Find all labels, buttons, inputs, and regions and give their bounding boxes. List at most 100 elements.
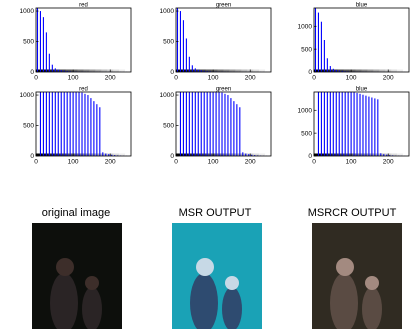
color-ramp-cell — [403, 69, 410, 72]
y-tick-label: 0 — [30, 69, 34, 76]
y-tick-label: 1000 — [160, 8, 175, 15]
color-ramp-cell — [53, 69, 61, 72]
color-ramp-cell — [125, 153, 132, 156]
x-tick-label: 200 — [105, 159, 116, 166]
color-ramp-cell — [259, 153, 266, 156]
color-ramp-cell — [113, 69, 120, 72]
color-ramp-cell — [181, 69, 189, 72]
color-ramp-cell — [53, 153, 61, 156]
color-ramp-cell — [314, 69, 321, 72]
color-ramp-cell — [325, 153, 333, 156]
color-ramp-cell — [205, 69, 213, 72]
x-tick-label: 0 — [34, 159, 38, 166]
original-child1-body — [50, 273, 78, 329]
color-ramp-cell — [89, 69, 96, 72]
y-tick-label: 0 — [170, 153, 174, 160]
x-tick-label: 200 — [245, 159, 256, 166]
original-child1-head — [56, 258, 74, 276]
color-ramp-cell — [331, 153, 339, 156]
histogram-bars — [176, 8, 271, 72]
original-image — [32, 223, 122, 329]
y-tick-label: 500 — [301, 130, 312, 137]
color-ramp-cell — [89, 153, 96, 156]
msrcr-child1-body — [330, 273, 358, 329]
msr-child1-head — [196, 258, 214, 276]
x-tick-label: 100 — [208, 159, 219, 166]
color-ramp-cell — [355, 69, 362, 72]
color-ramp-cell — [47, 69, 55, 72]
color-ramp-cell — [119, 153, 126, 156]
color-ramp-cell — [349, 153, 356, 156]
color-ramp-cell — [217, 153, 224, 156]
x-tick-label: 200 — [245, 75, 256, 82]
color-ramp-cell — [193, 153, 201, 156]
color-ramp-cell — [241, 69, 248, 72]
msr-output-image — [172, 223, 262, 329]
color-ramp-cell — [391, 69, 398, 72]
color-ramp-cell — [211, 153, 218, 156]
histogram-bars — [314, 8, 409, 72]
color-ramp-cell — [176, 69, 183, 72]
histogram-bars — [36, 92, 131, 156]
color-ramp-cell — [397, 69, 404, 72]
color-ramp-cell — [373, 153, 380, 156]
color-ramp-cell — [319, 153, 327, 156]
color-ramp-cell — [77, 153, 84, 156]
color-ramp-cell — [229, 69, 236, 72]
msr-child1-body — [190, 273, 218, 329]
histogram-panel-5: 0 500 1000 0 100 200 blue — [298, 87, 410, 166]
color-ramp-cell — [325, 69, 333, 72]
color-ramp-cell — [343, 69, 351, 72]
color-ramp-cell — [259, 69, 266, 72]
color-ramp-cell — [125, 69, 132, 72]
histogram-title: blue — [356, 3, 368, 9]
msrcr-child1-head — [336, 258, 354, 276]
histogram-bars — [36, 8, 131, 72]
msr-child2-body — [222, 287, 242, 329]
color-ramp-cell — [65, 153, 73, 156]
histogram-title: green — [216, 87, 231, 93]
histogram-title: red — [79, 87, 88, 93]
color-ramp-cell — [343, 153, 351, 156]
color-ramp-cell — [229, 153, 236, 156]
color-ramp-cell — [253, 153, 260, 156]
color-ramp-cell — [223, 153, 230, 156]
y-tick-label: 0 — [170, 69, 174, 76]
color-ramp-cell — [187, 153, 195, 156]
y-tick-label: 0 — [308, 69, 312, 76]
color-ramp-cell — [235, 153, 242, 156]
color-ramp-cell — [71, 69, 78, 72]
color-ramp-cell — [314, 153, 321, 156]
original-child2-body — [82, 287, 102, 329]
axes-frame — [35, 91, 132, 157]
color-ramp-cell — [83, 153, 90, 156]
color-ramp-cell — [41, 153, 49, 156]
color-ramp-cell — [403, 153, 410, 156]
x-tick-label: 200 — [383, 75, 394, 82]
color-ramp-cell — [265, 69, 272, 72]
x-tick-label: 100 — [346, 159, 357, 166]
x-tick-label: 0 — [312, 75, 316, 82]
color-ramp-cell — [391, 153, 398, 156]
histogram-title: red — [79, 3, 88, 9]
color-ramp-cell — [397, 153, 404, 156]
color-ramp-cell — [36, 69, 43, 72]
color-ramp-cell — [349, 69, 356, 72]
color-ramp-cell — [355, 153, 362, 156]
color-ramp-cell — [205, 153, 213, 156]
caption-msr: MSR OUTPUT — [178, 207, 252, 219]
x-tick-label: 100 — [346, 75, 357, 82]
histogram-bars — [314, 92, 409, 156]
color-ramp-cell — [217, 69, 224, 72]
color-ramp-cell — [95, 153, 102, 156]
color-ramp-cell — [181, 153, 189, 156]
color-ramp-cell — [367, 69, 374, 72]
color-ramp-cell — [319, 69, 327, 72]
x-tick-label: 0 — [174, 159, 178, 166]
color-ramp-cell — [253, 69, 260, 72]
histogram-panel-0: 0 500 1000 0 100 200 red — [20, 3, 132, 82]
histogram-panel-2: 0 500 1000 0 100 200 blue — [298, 3, 410, 82]
x-tick-label: 100 — [68, 75, 79, 82]
color-ramp-cell — [379, 69, 386, 72]
color-ramp-cell — [47, 153, 55, 156]
